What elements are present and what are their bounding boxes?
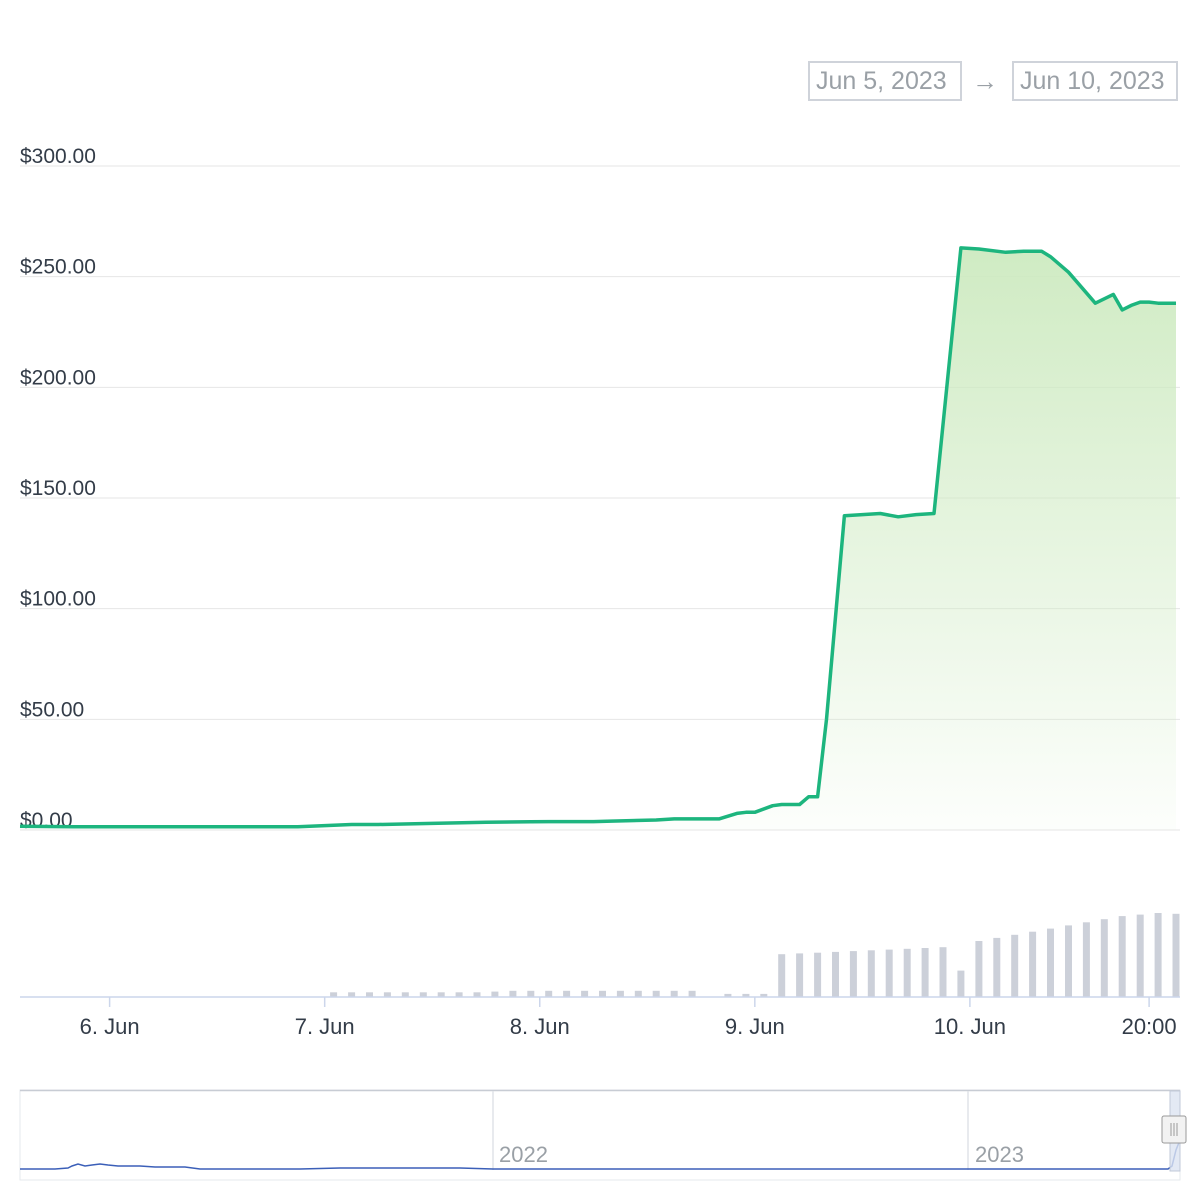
volume-bar xyxy=(616,990,624,997)
navigator-frame xyxy=(19,1089,1181,1181)
volume-bar xyxy=(527,990,535,997)
x-tick-label: 8. Jun xyxy=(510,1014,570,1039)
y-tick-label: $200.00 xyxy=(20,366,96,389)
volume-bar xyxy=(348,992,356,997)
volume-bar xyxy=(383,992,391,997)
x-axis: 6. Jun 7. Jun 8. Jun 9. Jun 10. Jun 20:00 xyxy=(80,997,1177,1039)
range-from-input[interactable]: Jun 5, 2023 xyxy=(808,61,962,101)
y-tick-label: $50.00 xyxy=(20,698,84,721)
volume-bar xyxy=(455,992,463,997)
volume-bar xyxy=(1065,925,1072,997)
volume-bar xyxy=(814,952,822,997)
navigator[interactable]: 2022 2023 xyxy=(19,1089,1187,1181)
volume-bar xyxy=(1136,914,1144,997)
volume-bar xyxy=(563,990,571,997)
volume-bar xyxy=(670,990,678,997)
volume-bar xyxy=(1118,916,1126,997)
volume-bar xyxy=(849,951,857,997)
volume-bar xyxy=(796,953,804,997)
volume-bar xyxy=(1082,922,1090,997)
y-tick-label: $250.00 xyxy=(20,256,96,279)
volume-bar xyxy=(724,993,732,997)
volume-bar xyxy=(1011,934,1019,997)
range-to-input[interactable]: Jun 10, 2023 xyxy=(1012,61,1178,101)
navigator-series xyxy=(20,1139,1181,1170)
price-line xyxy=(19,246,1176,829)
volume-bar xyxy=(437,992,445,997)
y-tick-label: $300.00 xyxy=(20,145,96,168)
x-tick-label: 7. Jun xyxy=(295,1014,355,1039)
volume-bar xyxy=(1100,919,1108,997)
volume-bars xyxy=(330,913,1180,997)
price-area xyxy=(20,247,1176,830)
volume-bar xyxy=(903,948,911,997)
volume-bar xyxy=(545,990,553,997)
volume-bar xyxy=(652,990,660,997)
y-axis-labels: $0.00$50.00$100.00$150.00$200.00$250.00$… xyxy=(20,145,96,832)
volume-bar xyxy=(939,947,947,997)
volume-bar xyxy=(1029,931,1037,997)
volume-bar xyxy=(1172,913,1180,997)
range-arrow: → xyxy=(972,66,998,96)
volume-bar xyxy=(330,992,338,997)
volume-bar xyxy=(1047,928,1054,997)
volume-bar xyxy=(419,992,427,997)
volume-bar xyxy=(366,992,373,997)
volume-bar xyxy=(688,990,696,997)
volume-bar xyxy=(975,941,983,997)
y-tick-label: $100.00 xyxy=(20,588,96,611)
volume-bar xyxy=(473,992,481,997)
volume-bar xyxy=(581,990,589,997)
volume-bar xyxy=(509,990,517,997)
navigator-label-2023: 2023 xyxy=(975,1142,1024,1167)
volume-bar xyxy=(1154,913,1162,997)
volume-bar xyxy=(599,990,606,997)
x-tick-label: 9. Jun xyxy=(725,1014,785,1039)
volume-bar xyxy=(867,950,875,997)
volume-bar xyxy=(491,991,499,997)
x-tick-label: 20:00 xyxy=(1122,1014,1177,1039)
navigator-label-2022: 2022 xyxy=(499,1142,548,1167)
volume-bar xyxy=(993,937,1001,997)
volume-bar xyxy=(760,993,768,997)
volume-bar xyxy=(742,993,750,997)
x-tick-label: 10. Jun xyxy=(934,1014,1006,1039)
x-tick-label: 6. Jun xyxy=(80,1014,140,1039)
y-tick-label: $150.00 xyxy=(20,477,96,500)
volume-bar xyxy=(957,970,965,997)
volume-bar xyxy=(832,951,839,997)
volume-bar xyxy=(921,948,929,997)
volume-bar xyxy=(885,949,893,997)
volume-bar xyxy=(634,990,642,997)
volume-bar xyxy=(778,954,786,997)
volume-bar xyxy=(401,992,409,997)
